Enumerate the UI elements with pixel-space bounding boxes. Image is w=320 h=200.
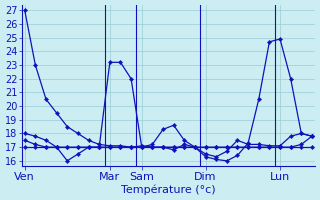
X-axis label: Température (°c): Température (°c)	[121, 185, 216, 195]
